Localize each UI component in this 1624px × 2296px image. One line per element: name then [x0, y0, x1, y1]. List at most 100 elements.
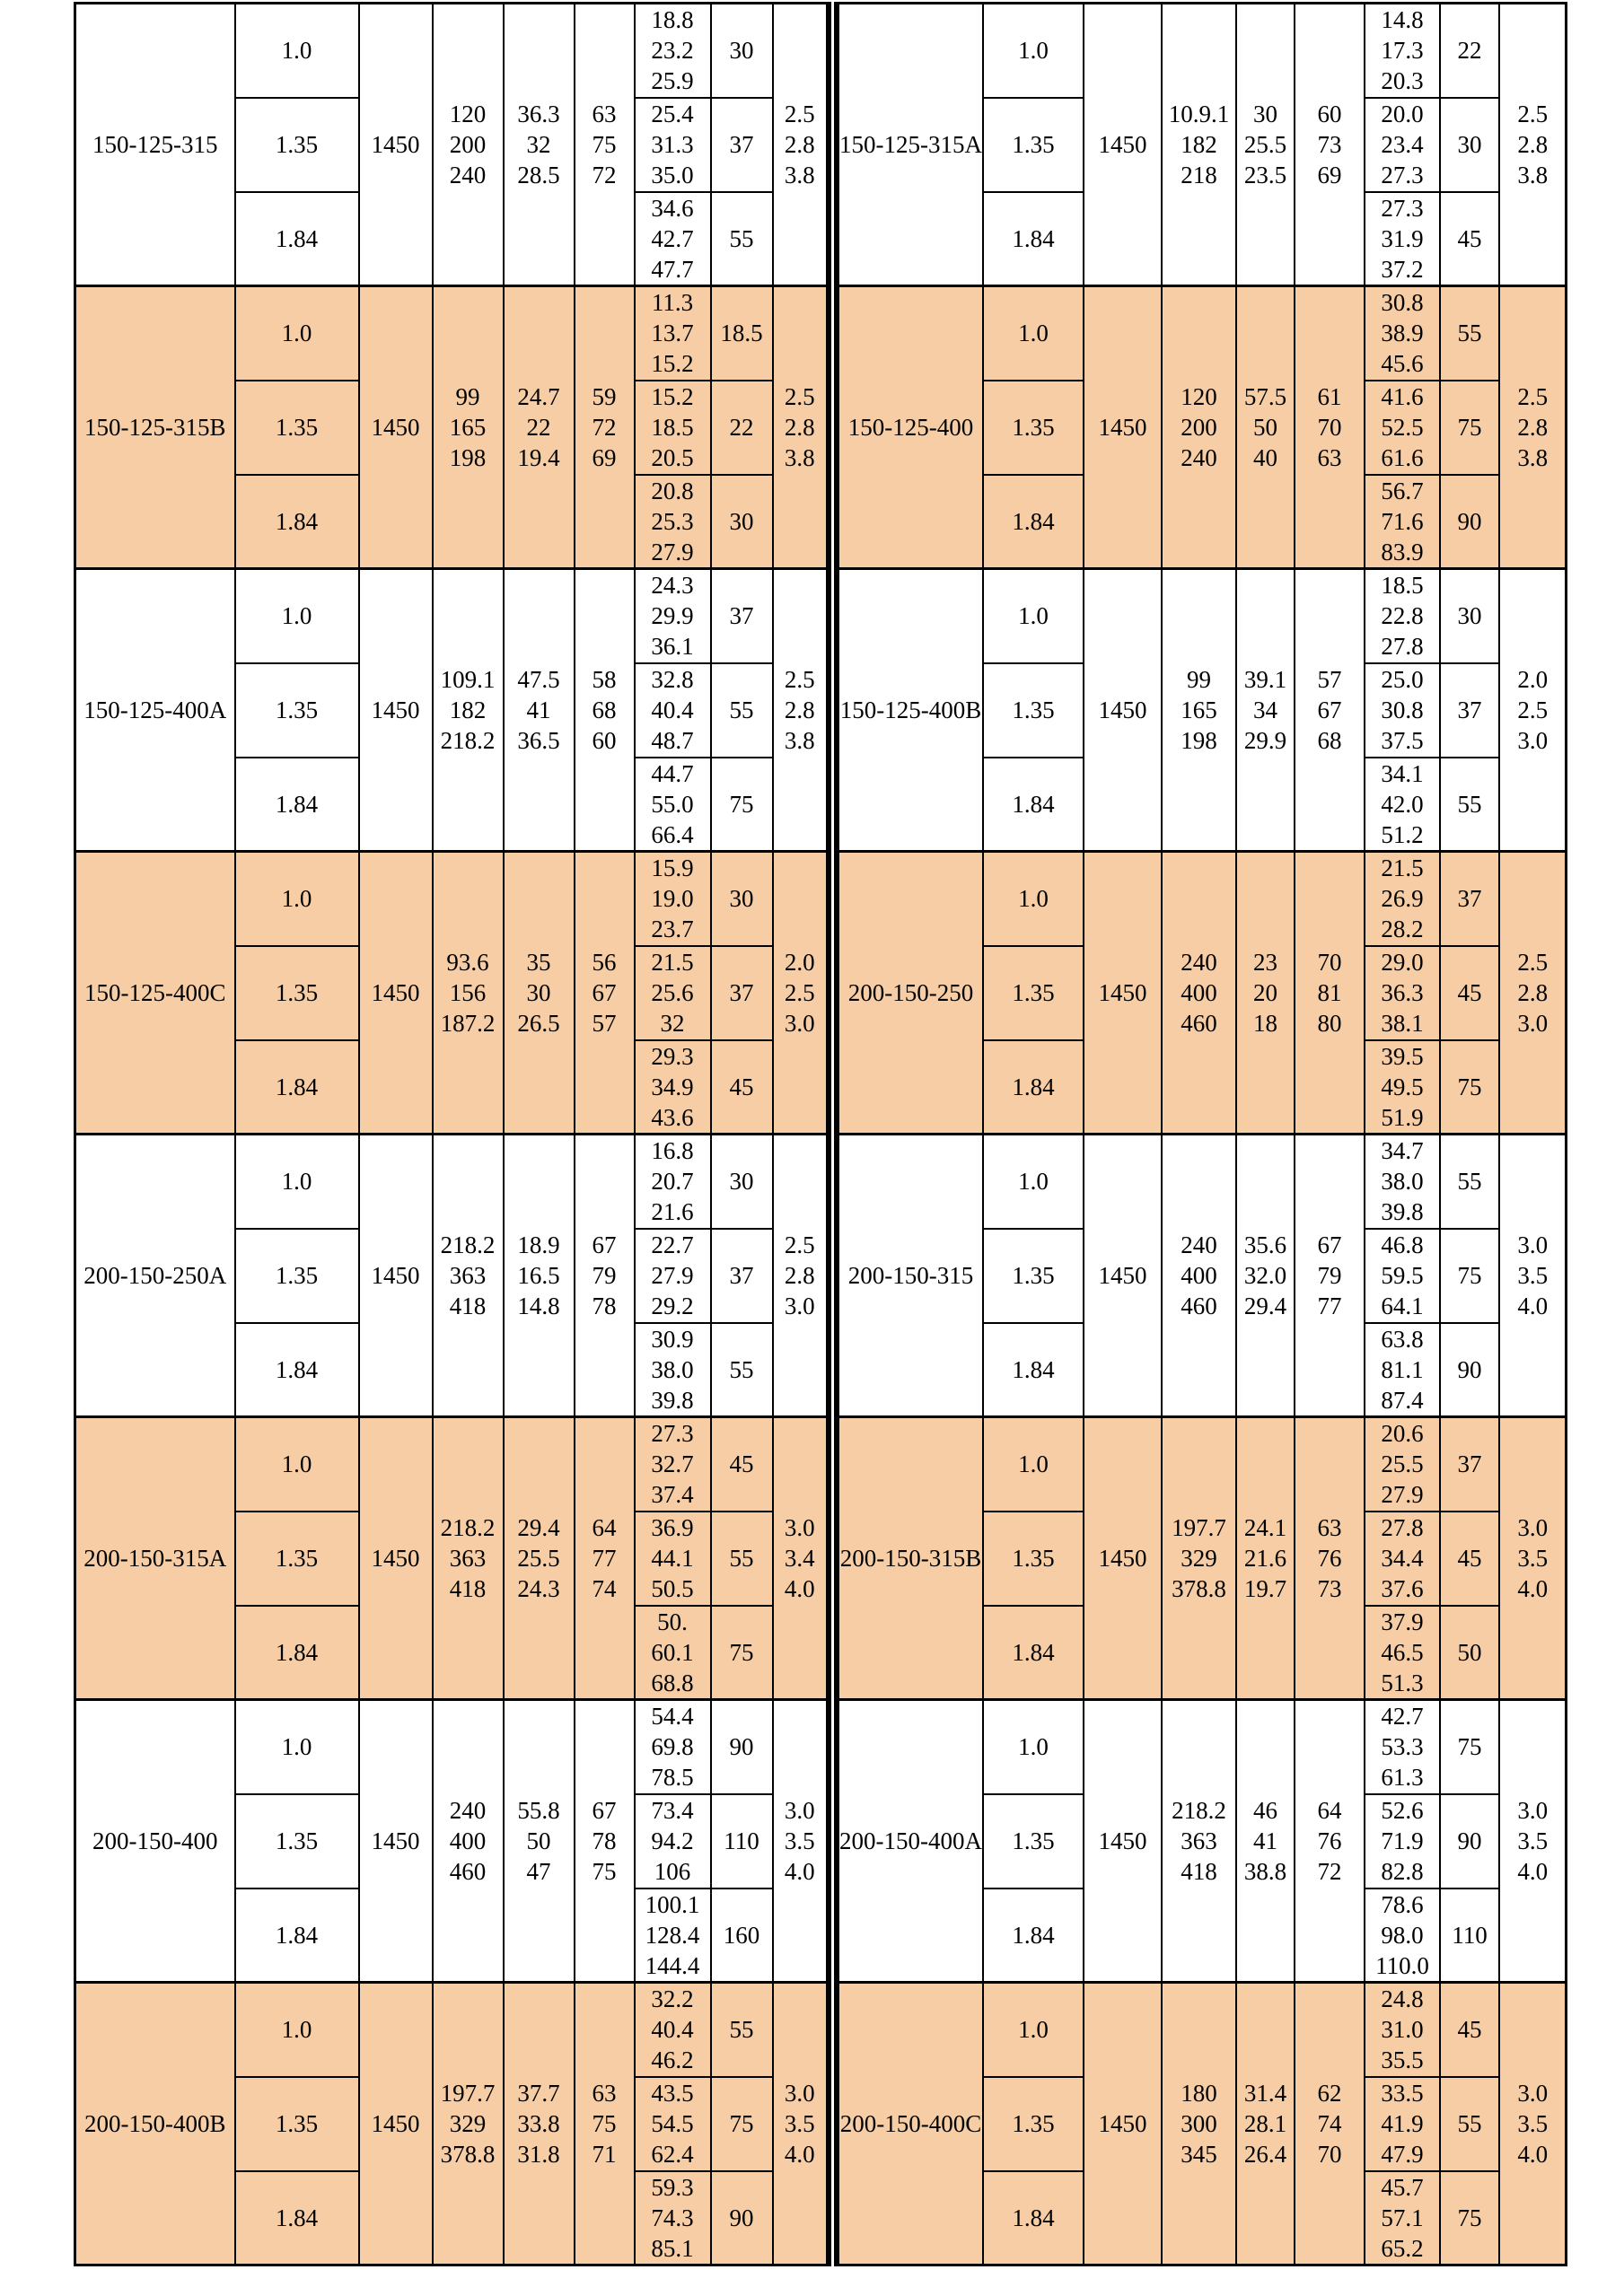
- head-values: 46 41 38.8: [1234, 1698, 1295, 1984]
- motor-power-value: 90: [709, 2169, 774, 2266]
- shaft-power-values: 20.8 25.3 27.9: [633, 473, 712, 570]
- npsh-values: 2.0 2.5 3.0: [771, 850, 829, 1135]
- motor-power-value: 75: [709, 2075, 774, 2172]
- shaft-power-values: 37.9 46.5 51.3: [1363, 1604, 1441, 1701]
- speed-rpm-value: 1450: [1082, 1133, 1163, 1418]
- npsh-values: 2.5 2.8 3.8: [771, 567, 829, 853]
- efficiency-values: 64 77 74: [573, 1415, 636, 1701]
- shaft-power-values: 43.5 54.5 62.4: [633, 2075, 712, 2172]
- shaft-power-values: 42.7 53.3 61.3: [1363, 1698, 1441, 1795]
- flow-ratio-value: 1.84: [981, 1604, 1084, 1701]
- npsh-values: 2.5 2.8 3.8: [771, 285, 829, 570]
- pump-spec-table: 150-125-315 1.0 1450 120 200 240 36.3 32…: [74, 2, 1568, 2266]
- npsh-values: 3.0 3.4 4.0: [771, 1415, 829, 1701]
- shaft-power-values: 46.8 59.5 64.1: [1363, 1227, 1441, 1324]
- speed-rpm-value: 1450: [1082, 1981, 1163, 2266]
- flow-ratio-value: 1.84: [981, 1321, 1084, 1418]
- speed-rpm-value: 1450: [1082, 1698, 1163, 1984]
- npsh-values: 2.5 2.8 3.8: [1497, 2, 1567, 287]
- flow-ratio-value: 1.0: [981, 1981, 1084, 2078]
- pump-model: 200-150-315: [837, 1133, 984, 1418]
- flow-ratio-value: 1.0: [233, 285, 360, 381]
- motor-power-value: 110: [1438, 1887, 1500, 1984]
- speed-rpm-value: 1450: [1082, 285, 1163, 570]
- flow-values: 218.2 363 418: [431, 1133, 505, 1418]
- shaft-power-values: 52.6 71.9 82.8: [1363, 1792, 1441, 1889]
- shaft-power-values: 44.7 55.0 66.4: [633, 756, 712, 853]
- flow-values: 240 400 460: [1160, 850, 1237, 1135]
- flow-ratio-value: 1.0: [233, 1415, 360, 1512]
- flow-ratio-value: 1.35: [981, 96, 1084, 193]
- shaft-power-values: 59.3 74.3 85.1: [633, 2169, 712, 2266]
- shaft-power-values: 63.8 81.1 87.4: [1363, 1321, 1441, 1418]
- speed-rpm-value: 1450: [357, 1415, 434, 1701]
- motor-power-value: 55: [709, 1321, 774, 1418]
- motor-power-value: 75: [1438, 1038, 1500, 1135]
- head-values: 24.1 21.6 19.7: [1234, 1415, 1295, 1701]
- head-values: 30 25.5 23.5: [1234, 2, 1295, 287]
- shaft-power-values: 27.3 32.7 37.4: [633, 1415, 712, 1512]
- motor-power-value: 90: [1438, 473, 1500, 570]
- shaft-power-values: 32.2 40.4 46.2: [633, 1981, 712, 2078]
- flow-ratio-value: 1.84: [981, 756, 1084, 853]
- efficiency-values: 63 75 71: [573, 1981, 636, 2266]
- motor-power-value: 55: [709, 662, 774, 758]
- flow-ratio-value: 1.84: [981, 1038, 1084, 1135]
- shaft-power-values: 78.6 98.0 110.0: [1363, 1887, 1441, 1984]
- flow-ratio-value: 1.35: [233, 2075, 360, 2172]
- speed-rpm-value: 1450: [1082, 567, 1163, 853]
- shaft-power-values: 50. 60.1 68.8: [633, 1604, 712, 1701]
- flow-ratio-value: 1.0: [233, 2, 360, 99]
- flow-ratio-value: 1.84: [233, 1321, 360, 1418]
- shaft-power-values: 34.7 38.0 39.8: [1363, 1133, 1441, 1230]
- flow-values: 120 200 240: [431, 2, 505, 287]
- pump-model: 200-150-400A: [837, 1698, 984, 1984]
- head-values: 36.3 32 28.5: [502, 2, 575, 287]
- motor-power-value: 160: [709, 1887, 774, 1984]
- shaft-power-values: 21.5 26.9 28.2: [1363, 850, 1441, 947]
- speed-rpm-value: 1450: [357, 567, 434, 853]
- motor-power-value: 55: [1438, 1133, 1500, 1230]
- shaft-power-values: 14.8 17.3 20.3: [1363, 2, 1441, 99]
- shaft-power-values: 56.7 71.6 83.9: [1363, 473, 1441, 570]
- shaft-power-values: 21.5 25.6 32: [633, 944, 712, 1041]
- flow-ratio-value: 1.35: [981, 2075, 1084, 2172]
- table-divider: [829, 2, 837, 2266]
- efficiency-values: 63 76 73: [1293, 1415, 1365, 1701]
- flow-ratio-value: 1.84: [981, 1887, 1084, 1984]
- flow-ratio-value: 1.35: [981, 379, 1084, 476]
- flow-ratio-value: 1.35: [233, 1510, 360, 1607]
- pump-model: 150-125-400: [837, 285, 984, 570]
- flow-ratio-value: 1.35: [233, 379, 360, 476]
- pump-model: 150-125-315B: [74, 285, 236, 570]
- motor-power-value: 37: [1438, 850, 1500, 947]
- flow-values: 218.2 363 418: [1160, 1698, 1237, 1984]
- flow-ratio-value: 1.84: [233, 756, 360, 853]
- shaft-power-values: 34.6 42.7 47.7: [633, 190, 712, 287]
- pump-model: 200-150-400C: [837, 1981, 984, 2266]
- npsh-values: 2.5 2.8 3.8: [1497, 285, 1567, 570]
- flow-values: 99 165 198: [1160, 567, 1237, 853]
- efficiency-values: 59 72 69: [573, 285, 636, 570]
- shaft-power-values: 36.9 44.1 50.5: [633, 1510, 712, 1607]
- npsh-values: 2.5 2.8 3.8: [771, 2, 829, 287]
- shaft-power-values: 29.0 36.3 38.1: [1363, 944, 1441, 1041]
- efficiency-values: 56 67 57: [573, 850, 636, 1135]
- npsh-values: 3.0 3.5 4.0: [1497, 1415, 1567, 1701]
- efficiency-values: 67 78 75: [573, 1698, 636, 1984]
- motor-power-value: 110: [709, 1792, 774, 1889]
- pump-model: 200-150-315B: [837, 1415, 984, 1701]
- shaft-power-values: 33.5 41.9 47.9: [1363, 2075, 1441, 2172]
- flow-ratio-value: 1.35: [233, 944, 360, 1041]
- flow-ratio-value: 1.84: [233, 1887, 360, 1984]
- flow-ratio-value: 1.0: [233, 1698, 360, 1795]
- speed-rpm-value: 1450: [1082, 850, 1163, 1135]
- pump-model: 200-150-250: [837, 850, 984, 1135]
- shaft-power-values: 27.3 31.9 37.2: [1363, 190, 1441, 287]
- motor-power-value: 50: [1438, 1604, 1500, 1701]
- flow-values: 109.1 182 218.2: [431, 567, 505, 853]
- flow-ratio-value: 1.0: [981, 285, 1084, 381]
- shaft-power-values: 41.6 52.5 61.6: [1363, 379, 1441, 476]
- motor-power-value: 30: [709, 2, 774, 99]
- flow-ratio-value: 1.35: [981, 1510, 1084, 1607]
